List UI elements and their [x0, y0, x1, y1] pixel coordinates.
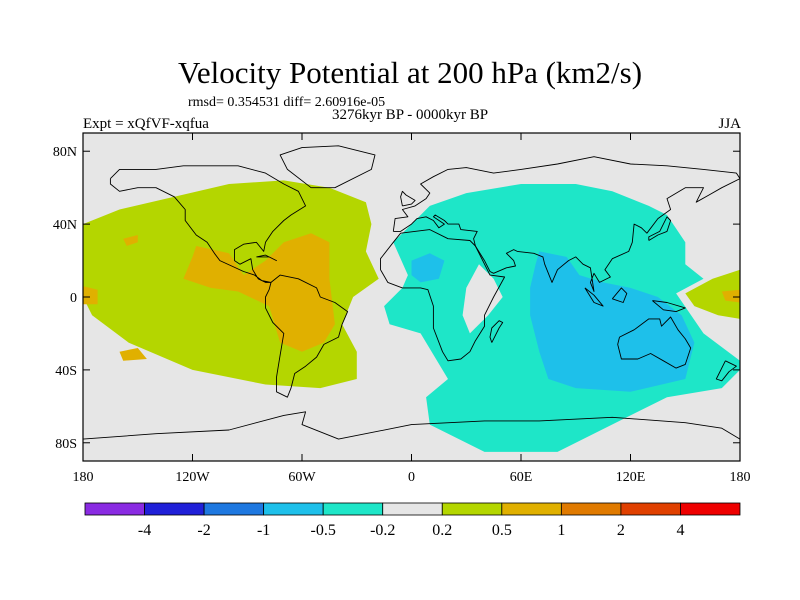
coastline-9 [584, 287, 604, 307]
colorbar-label-1: -2 [197, 522, 210, 539]
colorbar-labels: -4 -2 -1 -0.5 -0.2 0.2 0.5 1 2 4 [138, 522, 685, 539]
contour-field-5 [123, 235, 138, 246]
coastline-8 [489, 320, 504, 343]
coastline-6 [648, 216, 672, 241]
coastline-4 [392, 156, 740, 292]
colorbar-label-4: -0.2 [370, 522, 395, 539]
y-tick-label-3: 40S [55, 364, 77, 379]
x-tick-label-1: 120W [175, 470, 210, 485]
map-panel: 180 120W 60W 0 60E 120E 180 80N 40N 0 40S 80S [53, 132, 751, 485]
y-tick-label-0: 80N [53, 145, 77, 160]
stats-line: rmsd= 0.354531 diff= 2.60916e-05 [188, 95, 385, 110]
colorbar-label-9: 4 [676, 522, 684, 539]
coastline-0 [109, 165, 307, 283]
coastline-2 [279, 145, 376, 189]
colorbar-boxes [84, 502, 741, 516]
coastline-7 [617, 316, 692, 369]
contour-field-2 [183, 233, 335, 352]
contour-field-9 [411, 253, 445, 283]
colorbar-box-3 [263, 502, 324, 516]
colorbar-label-6: 0.5 [492, 522, 512, 539]
colorbar-box-8 [560, 502, 622, 516]
chart-subtitle: 3276kyr BP - 0000kyr BP [332, 107, 488, 123]
contour-field-10 [462, 264, 503, 334]
y-tick-label-1: 40N [53, 218, 77, 233]
coastline-13 [256, 254, 277, 262]
contour-field-8 [530, 251, 695, 392]
colorbar-box-7 [501, 502, 562, 516]
coastline-5 [400, 190, 416, 207]
colorbar-label-2: -1 [257, 522, 270, 539]
coastline-10 [611, 287, 628, 303]
colorbar-label-7: 1 [557, 522, 565, 539]
x-axis-labels: 180 120W 60W 0 60E 120E 180 [73, 470, 751, 485]
colorbar: -4 -2 -1 -0.5 -0.2 0.2 0.5 1 2 4 [84, 502, 741, 539]
coastline-11 [652, 300, 686, 313]
colorbar-box-0 [84, 502, 145, 516]
coastline-3 [380, 229, 506, 362]
coastline-1 [265, 274, 349, 398]
colorbar-box-9 [620, 502, 681, 516]
x-tick-label-4: 60E [510, 470, 533, 485]
season-label: JJA [718, 116, 741, 132]
experiment-label: Expt = xQfVF-xqfua [83, 116, 209, 132]
x-tick-label-2: 60W [288, 470, 316, 485]
x-tick-label-5: 120E [616, 470, 646, 485]
x-tick-label-3: 0 [408, 470, 415, 485]
contour-field-6 [721, 289, 740, 303]
x-tick-label-6: 180 [730, 470, 751, 485]
colorbar-label-8: 2 [617, 522, 625, 539]
contour-field-1 [685, 269, 740, 319]
colorbar-label-3: -0.5 [311, 522, 336, 539]
y-axis-labels: 80N 40N 0 40S 80S [53, 145, 77, 452]
contour-field-3 [83, 286, 98, 305]
colorbar-box-2 [203, 502, 265, 516]
colorbar-box-5 [382, 502, 443, 516]
colorbar-box-6 [441, 502, 503, 516]
x-tick-label-0: 180 [73, 470, 94, 485]
axis-ticks [82, 133, 741, 461]
contour-field-4 [119, 348, 147, 361]
y-tick-label-4: 80S [55, 437, 77, 452]
coastline-14 [83, 411, 740, 440]
colorbar-box-10 [680, 502, 741, 516]
colorbar-label-0: -4 [138, 522, 151, 539]
contour-fields [83, 180, 740, 452]
colorbar-box-4 [322, 502, 384, 516]
colorbar-box-1 [144, 502, 205, 516]
colorbar-label-5: 0.2 [432, 522, 452, 539]
chart-title: Velocity Potential at 200 hPa (km2/s) [178, 55, 642, 90]
coastline-12 [715, 360, 737, 382]
y-tick-label-2: 0 [70, 291, 77, 306]
coastlines [83, 145, 740, 440]
